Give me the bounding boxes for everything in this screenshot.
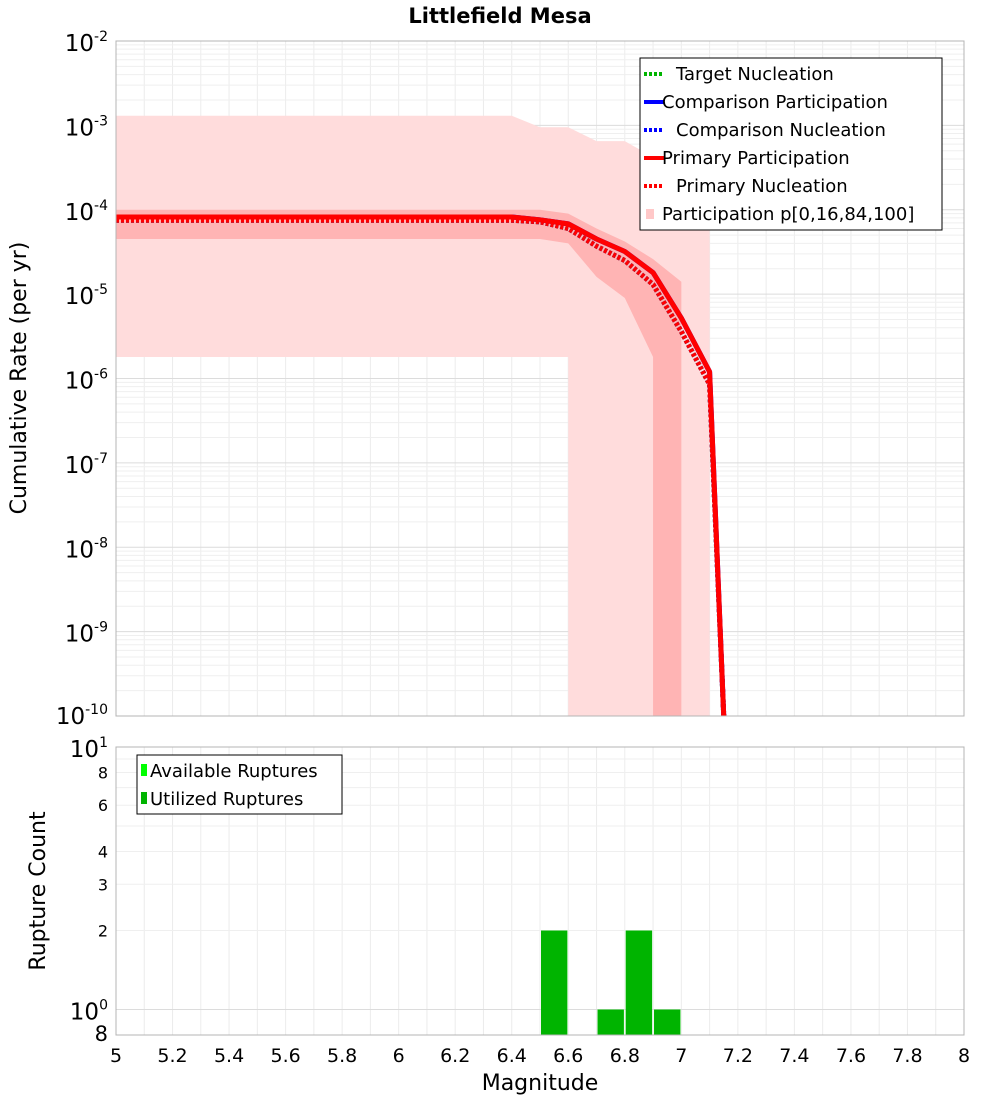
participation-band-1	[116, 209, 682, 716]
series-line-primary-participation	[116, 214, 727, 716]
top-legend-box	[639, 57, 943, 231]
top-y-tick-label: 10-2	[65, 29, 108, 57]
bottom-y-major-tick-label: 100	[70, 998, 108, 1026]
bottom-plot-frame	[115, 746, 965, 1036]
x-tick-label: 5.2	[157, 1045, 187, 1067]
legend-label: Comparison Participation	[662, 92, 888, 113]
series-line-primary-nucleation	[116, 217, 727, 716]
top-plot-frame	[115, 40, 965, 717]
x-tick-label: 7.2	[723, 1045, 753, 1067]
bar-utilized-ruptures	[597, 1009, 624, 1035]
x-tick-label: 6.8	[610, 1045, 640, 1067]
bar-utilized-ruptures	[654, 1009, 681, 1035]
legend-label: Utilized Ruptures	[150, 789, 303, 810]
bottom-y-axis-label: Rupture Count	[26, 811, 51, 971]
x-tick-label: 6.2	[440, 1045, 470, 1067]
x-tick-label: 6.4	[497, 1045, 527, 1067]
top-y-tick-label: 10-8	[65, 535, 108, 563]
x-tick-label: 6	[393, 1045, 405, 1067]
x-tick-label: 7.6	[836, 1045, 866, 1067]
legend-label: Comparison Nucleation	[676, 120, 886, 141]
top-y-axis-label: Cumulative Rate (per yr)	[7, 242, 32, 515]
legend-label: Available Ruptures	[150, 761, 318, 782]
chart-title: Littlefield Mesa	[408, 4, 591, 28]
legend-label: Primary Participation	[662, 148, 850, 169]
top-y-tick-label: 10-9	[65, 620, 108, 648]
legend-label: Primary Nucleation	[676, 176, 848, 197]
bottom-y-minor-tick-label: 3	[98, 875, 108, 894]
legend-label: Participation p[0,16,84,100]	[662, 204, 914, 225]
legend-swatch-available-ruptures	[141, 764, 147, 776]
x-tick-label: 8	[958, 1045, 970, 1067]
bottom-y-minor-tick-label: 6	[98, 796, 108, 815]
x-axis-label: Magnitude	[482, 1071, 599, 1096]
bar-utilized-ruptures	[625, 930, 653, 1035]
top-y-tick-label: 10-6	[65, 367, 108, 395]
x-tick-label: 7.4	[779, 1045, 809, 1067]
bottom-y-minor-tick-label: 2	[98, 922, 108, 941]
bottom-y-major-tick-label: 101	[70, 735, 108, 763]
x-tick-label: 6.6	[553, 1045, 583, 1067]
participation-band-0	[116, 115, 710, 716]
x-tick-label: 5.4	[214, 1045, 244, 1067]
legend-swatch-utilized-ruptures	[141, 792, 147, 804]
x-tick-label: 5.6	[270, 1045, 300, 1067]
top-y-tick-label: 10-10	[56, 702, 108, 730]
bottom-y-minor-tick-label: 8	[98, 763, 108, 782]
legend-swatch-participation	[646, 209, 654, 219]
top-y-tick-label: 10-5	[65, 282, 108, 310]
bottom-legend-box	[136, 754, 343, 815]
top-plot-area: 10-10 10-9 10-8 10-7 10-6 10-5 10-4 10-3 10-2 Tar…	[56, 29, 965, 730]
x-tick-label: 7.8	[892, 1045, 922, 1067]
bottom-y-minor-tick-label: 8	[95, 1022, 108, 1046]
bar-utilized-ruptures	[541, 930, 568, 1035]
legend-label: Target Nucleation	[675, 64, 834, 85]
bottom-y-minor-tick-label: 4	[98, 842, 108, 861]
top-data-layer	[116, 115, 727, 716]
top-y-tick-label: 10-7	[65, 451, 108, 479]
x-tick-label: 5	[110, 1045, 122, 1067]
x-tick-label: 5.8	[327, 1045, 357, 1067]
top-y-tick-label: 10-3	[65, 113, 108, 141]
x-tick-label: 7	[675, 1045, 687, 1067]
top-y-tick-label: 10-4	[65, 198, 108, 226]
